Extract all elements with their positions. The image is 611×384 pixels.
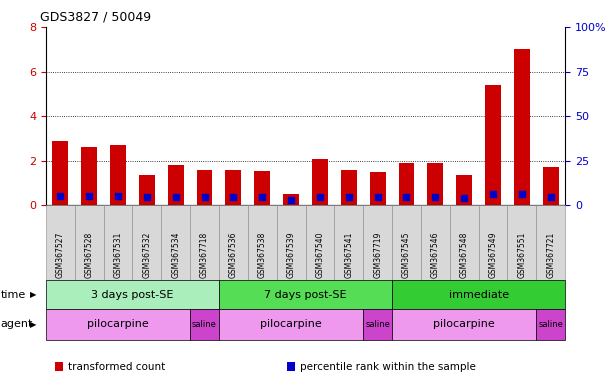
Point	[488, 191, 498, 197]
Point	[229, 194, 238, 200]
Text: GSM367721: GSM367721	[546, 232, 555, 278]
Text: time: time	[1, 290, 26, 300]
Point	[56, 193, 65, 199]
Bar	[485, 85, 501, 205]
Bar	[456, 175, 472, 205]
Text: GSM367718: GSM367718	[200, 232, 209, 278]
Bar	[428, 163, 443, 205]
Text: agent: agent	[1, 319, 33, 329]
Text: GSM367528: GSM367528	[84, 232, 93, 278]
Text: GSM367549: GSM367549	[489, 232, 497, 278]
Bar	[254, 171, 270, 205]
Text: GDS3827 / 50049: GDS3827 / 50049	[40, 10, 151, 23]
Bar	[543, 167, 558, 205]
Text: pilocarpine: pilocarpine	[260, 319, 322, 329]
Point	[517, 191, 527, 197]
Point	[546, 194, 555, 200]
Text: saline: saline	[365, 320, 390, 329]
Bar	[514, 49, 530, 205]
Point	[200, 194, 210, 200]
Point	[142, 194, 152, 200]
Text: saline: saline	[538, 320, 563, 329]
Text: GSM367545: GSM367545	[402, 232, 411, 278]
Bar	[197, 170, 213, 205]
Text: GSM367541: GSM367541	[344, 232, 353, 278]
Text: GSM367538: GSM367538	[258, 232, 267, 278]
Text: 3 days post-SE: 3 days post-SE	[91, 290, 174, 300]
Text: pilocarpine: pilocarpine	[87, 319, 149, 329]
Point	[459, 195, 469, 201]
Text: GSM367548: GSM367548	[459, 232, 469, 278]
Point	[257, 194, 267, 200]
Text: GSM367531: GSM367531	[114, 232, 122, 278]
Text: GSM367532: GSM367532	[142, 232, 152, 278]
Bar	[398, 163, 414, 205]
Text: GSM367536: GSM367536	[229, 232, 238, 278]
Bar	[312, 159, 328, 205]
Text: transformed count: transformed count	[68, 362, 165, 372]
Text: GSM367551: GSM367551	[518, 232, 527, 278]
Bar	[341, 170, 357, 205]
Bar	[110, 145, 126, 205]
Text: GSM367719: GSM367719	[373, 232, 382, 278]
Bar	[81, 147, 97, 205]
Bar	[370, 172, 386, 205]
Text: ▶: ▶	[31, 290, 37, 299]
Point	[373, 194, 382, 200]
Text: pilocarpine: pilocarpine	[433, 319, 495, 329]
Point	[430, 194, 440, 200]
Point	[401, 194, 411, 200]
Text: GSM367540: GSM367540	[315, 232, 324, 278]
Text: saline: saline	[192, 320, 217, 329]
Text: immediate: immediate	[448, 290, 509, 300]
Point	[84, 193, 94, 199]
Point	[315, 194, 325, 200]
Text: GSM367527: GSM367527	[56, 232, 65, 278]
Text: percentile rank within the sample: percentile rank within the sample	[300, 362, 476, 372]
Text: 7 days post-SE: 7 days post-SE	[264, 290, 347, 300]
Text: GSM367539: GSM367539	[287, 232, 296, 278]
Bar	[53, 141, 68, 205]
Bar	[283, 194, 299, 205]
Text: GSM367534: GSM367534	[171, 232, 180, 278]
Point	[170, 194, 181, 200]
Text: GSM367546: GSM367546	[431, 232, 440, 278]
Bar	[225, 170, 241, 205]
Point	[113, 193, 123, 199]
Point	[286, 197, 296, 203]
Bar	[139, 175, 155, 205]
Point	[344, 194, 354, 200]
Bar	[168, 165, 183, 205]
Text: ▶: ▶	[31, 320, 37, 329]
